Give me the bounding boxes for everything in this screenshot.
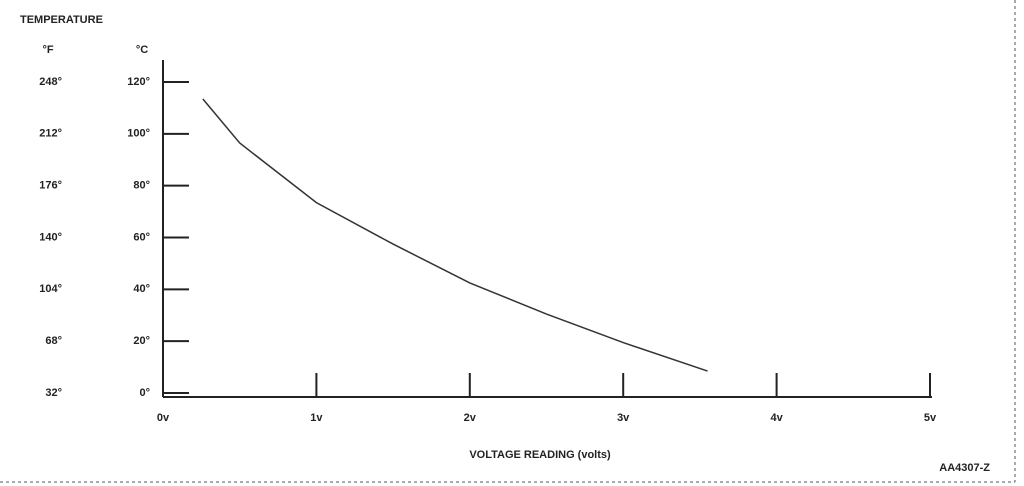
y-tick-label: 80° [133,180,150,192]
y2-tick-label: 140° [39,231,62,243]
y-tick-label: 120° [127,76,150,88]
y-tick-label: 0° [139,387,150,399]
x-tick-label: 0v [157,412,170,424]
y2-tick-label: 68° [45,335,62,347]
x-axis-label: VOLTAGE READING (volts) [469,449,611,461]
y2-tick-label: 212° [39,128,62,140]
y-unit: °C [136,44,148,56]
y-tick-label: 100° [127,128,150,140]
x-tick-label: 5v [924,412,937,424]
chart-title: TEMPERATURE [20,14,103,26]
y-tick-label: 60° [133,231,150,243]
y-tick-label: 40° [133,283,150,295]
figure-code: AA4307-Z [939,462,990,474]
x-tick-label: 2v [464,412,477,424]
y2-tick-label: 104° [39,283,62,295]
curve [202,98,708,372]
x-tick-label: 1v [310,412,323,424]
y2-tick-label: 248° [39,76,62,88]
y2-tick-label: 32° [45,387,62,399]
x-tick-label: 4v [770,412,783,424]
y2-unit: °F [42,44,53,56]
y2-tick-label: 176° [39,180,62,192]
x-tick-label: 3v [617,412,630,424]
y-tick-label: 20° [133,335,150,347]
